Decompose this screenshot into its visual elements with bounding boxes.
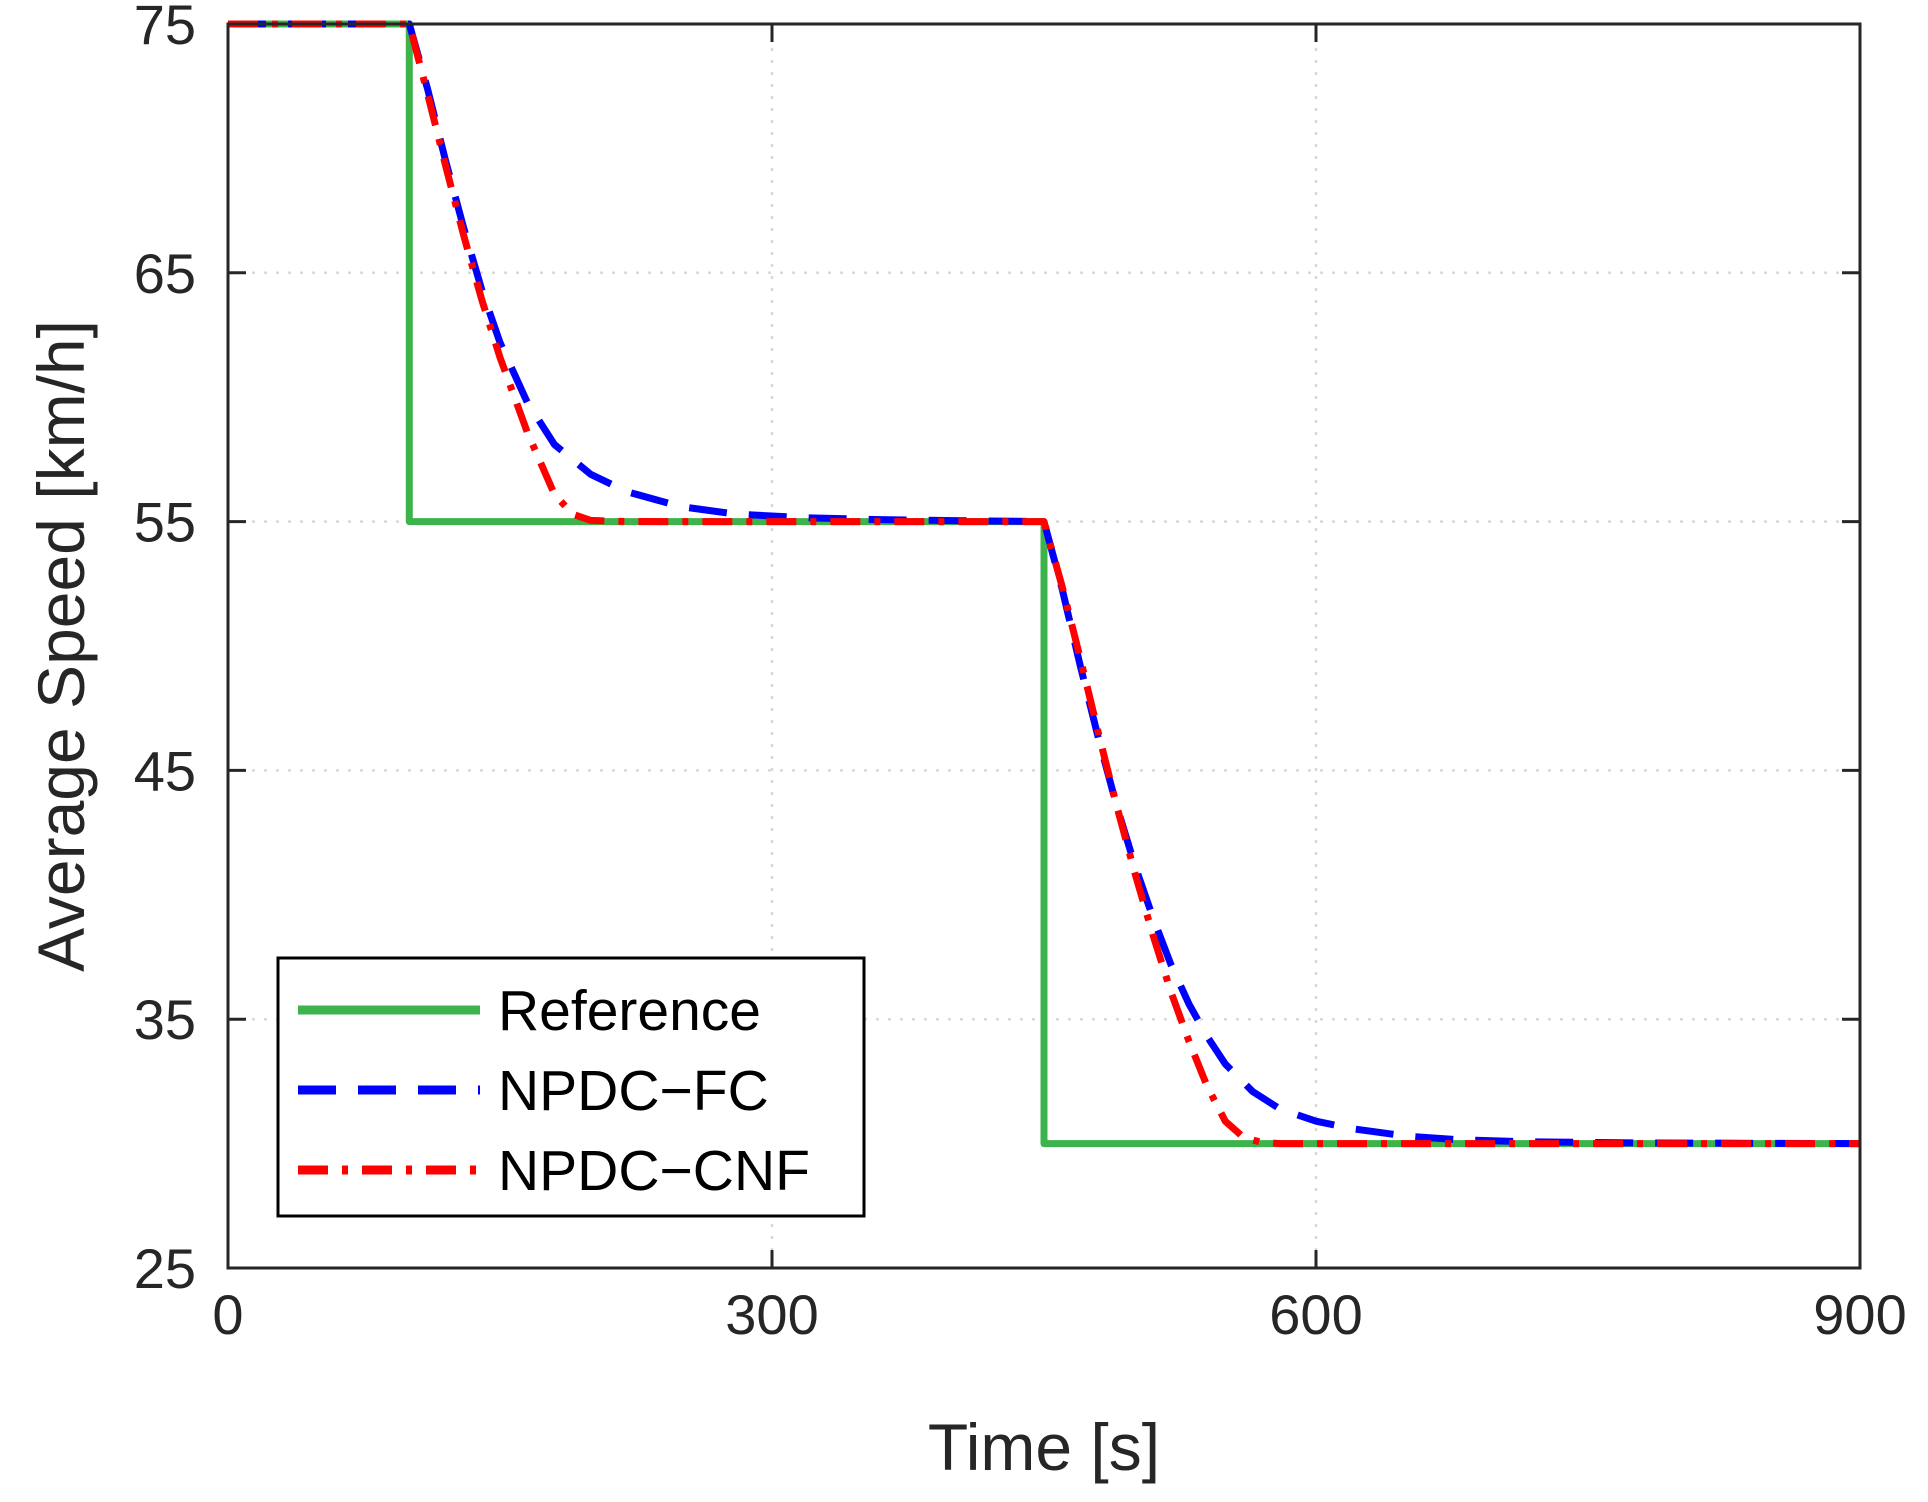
x-tick-label: 0 <box>212 1283 243 1346</box>
tick-labels: 0 300 600 900 25 35 45 55 65 75 <box>134 0 1907 1346</box>
y-tick-label: 65 <box>134 242 196 305</box>
y-tick-label: 35 <box>134 988 196 1051</box>
y-axis-title: Average Speed [km/h] <box>24 320 98 972</box>
plot-frame <box>226 22 1862 1270</box>
x-tick-label: 900 <box>1813 1283 1906 1346</box>
y-tick-label: 75 <box>134 0 196 56</box>
legend-label-npdc-cnf: NPDC−CNF <box>498 1139 810 1203</box>
legend-label-npdc-fc: NPDC−FC <box>498 1059 769 1123</box>
x-tick-label: 600 <box>1269 1283 1362 1346</box>
y-tick-label: 45 <box>134 739 196 802</box>
legend: Reference NPDC−FC NPDC−CNF <box>276 956 866 1218</box>
series-line-npdc-cnf <box>228 20 1860 1148</box>
ticks <box>226 22 1862 1270</box>
y-tick-label: 25 <box>134 1237 196 1300</box>
x-axis-title: Time [s] <box>928 1410 1160 1484</box>
legend-label-reference: Reference <box>498 979 761 1043</box>
y-tick-label: 55 <box>134 491 196 554</box>
x-tick-label: 300 <box>725 1283 818 1346</box>
series-line-npdc-fc <box>228 20 1861 1148</box>
